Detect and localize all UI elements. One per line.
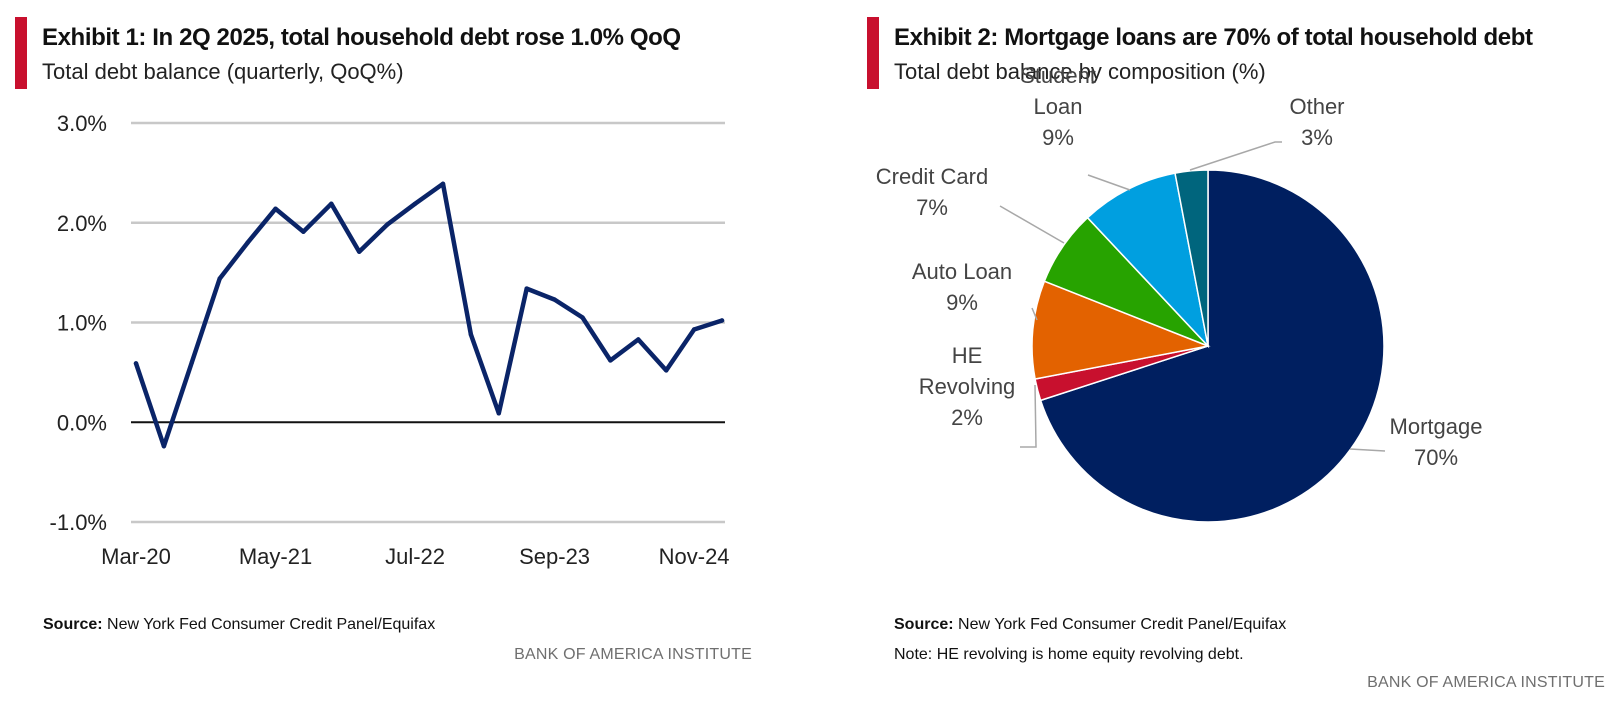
slice-label-line: 9% (946, 290, 978, 315)
data-point (636, 337, 641, 342)
exhibit-1-source-text: New York Fed Consumer Credit Panel/Equif… (102, 616, 436, 633)
exhibit-1-subtitle: Total debt balance (quarterly, QoQ%) (42, 59, 404, 84)
slice-label-line: Revolving (919, 374, 1016, 399)
slice-label-line: Auto Loan (912, 259, 1012, 284)
y-tick-label: 1.0% (57, 311, 107, 336)
slice-label-line: HE (952, 343, 983, 368)
data-point (384, 222, 390, 227)
exhibit-1-accent-bar (15, 17, 27, 89)
data-point (691, 327, 697, 332)
slice-label: Auto Loan 9% (912, 259, 1012, 315)
exhibit-1-brand: BANK OF AMERICA INSTITUTE (514, 646, 752, 663)
data-point (468, 332, 474, 337)
data-point (580, 315, 585, 320)
slice-label-line: Other (1289, 94, 1344, 119)
x-tick-label: Mar-20 (101, 544, 171, 569)
data-point (496, 411, 501, 416)
exhibit-1-source: Source: New York Fed Consumer Credit Pan… (43, 616, 435, 634)
y-tick-label: 0.0% (57, 410, 107, 435)
exhibit-1-title: Exhibit 1: In 2Q 2025, total household d… (42, 24, 681, 51)
exhibit-1-line-chart: -1.0% 0.0% 1.0% 2.0% 3.0% Mar-20 May-21 Jul-22 S… (50, 111, 730, 569)
exhibit-2-note: Note: HE revolving is home equity revolv… (894, 646, 1244, 663)
data-point (329, 201, 334, 206)
exhibit-2-title: Exhibit 2: Mortgage loans are 70% of tot… (894, 24, 1533, 51)
data-point (524, 286, 529, 291)
slice-label-line: 3% (1301, 125, 1333, 150)
slice-label: Other 3% (1289, 94, 1344, 150)
slice-label: Credit Card 7% (876, 164, 988, 220)
exhibit-2-subtitle: Total debt balance by composition (%) (894, 59, 1266, 84)
data-point (273, 206, 278, 211)
leader-line (1020, 384, 1037, 448)
slice-label-line: Credit Card (876, 164, 988, 189)
data-point (133, 361, 139, 366)
slice-label-line: 7% (916, 195, 948, 220)
x-tick-label: Sep-23 (519, 544, 590, 569)
exhibit-2-pie-chart: Mortgage 70% HE Revolving 2% Auto Loan 9% Credi… (876, 63, 1483, 523)
data-point (663, 368, 669, 373)
data-point (189, 360, 195, 365)
exhibit-2-source: Source: New York Fed Consumer Credit Pan… (894, 616, 1286, 634)
data-point (217, 276, 222, 281)
pie-slice (1174, 169, 1209, 347)
pie-slice (1031, 280, 1211, 380)
leader-line (1031, 307, 1038, 321)
slice-label: HE Revolving 2% (919, 343, 1016, 430)
exhibit-2-brand: BANK OF AMERICA INSTITUTE (1367, 674, 1605, 691)
exhibit-2-source-label: Source: (894, 616, 954, 633)
data-point (608, 358, 613, 363)
slice-label-line: 9% (1042, 125, 1074, 150)
data-point (357, 249, 362, 254)
exhibit-1-source-label: Source: (43, 616, 103, 633)
data-point (161, 443, 167, 449)
leader-line (1349, 448, 1386, 452)
exhibit-1-panel: Exhibit 1: In 2Q 2025, total household d… (0, 0, 790, 708)
slice-label-line: Loan (1034, 94, 1083, 119)
data-point (412, 201, 418, 206)
slice-label: Mortgage 70% (1390, 414, 1483, 470)
exhibit-2-source-text: New York Fed Consumer Credit Panel/Equif… (953, 616, 1287, 633)
series-line (133, 181, 725, 449)
data-point (719, 318, 725, 323)
leader-line (999, 205, 1065, 244)
slice-label-line: Student (1020, 63, 1096, 88)
data-point (440, 181, 446, 187)
leader-line (1087, 174, 1131, 191)
leader-line (1189, 141, 1282, 171)
slice-label-line: 2% (951, 405, 983, 430)
data-point (245, 240, 250, 245)
data-point (552, 297, 557, 302)
exhibit-2-accent-bar (867, 17, 879, 89)
x-tick-label: Nov-24 (659, 544, 730, 569)
y-tick-label: 3.0% (57, 111, 107, 136)
data-point (301, 229, 306, 234)
exhibit-2-panel: Exhibit 2: Mortgage loans are 70% of tot… (850, 0, 1620, 708)
x-tick-label: Jul-22 (385, 544, 445, 569)
slice-label-line: 70% (1414, 445, 1458, 470)
y-tick-label: 2.0% (57, 211, 107, 236)
slice-label-line: Mortgage (1390, 414, 1483, 439)
x-tick-label: May-21 (239, 544, 312, 569)
y-tick-label: -1.0% (50, 510, 107, 535)
slice-label: Student Loan 9% (1020, 63, 1096, 150)
